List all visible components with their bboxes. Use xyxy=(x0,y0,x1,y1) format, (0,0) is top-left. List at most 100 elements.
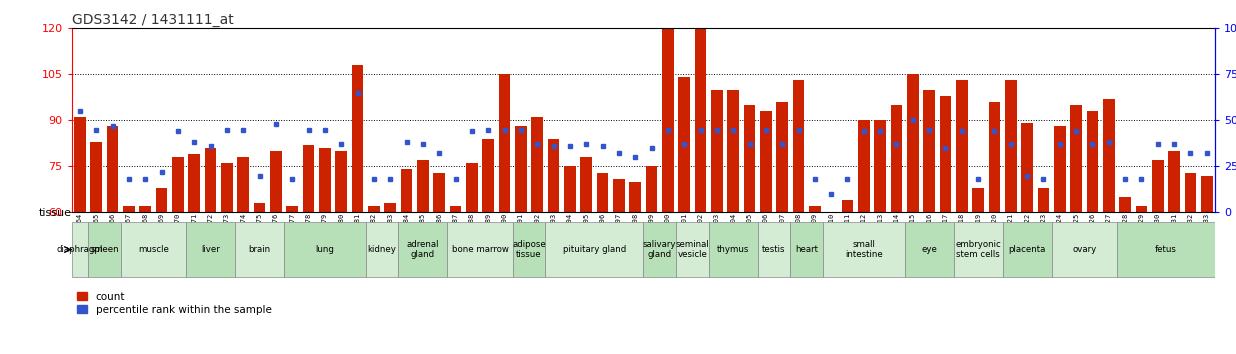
Bar xyxy=(1103,99,1115,212)
Bar xyxy=(1120,197,1131,212)
Bar xyxy=(643,222,676,277)
Text: muscle: muscle xyxy=(138,245,169,254)
Bar xyxy=(384,203,396,212)
Bar xyxy=(989,102,1000,212)
Text: GDS3142 / 1431111_at: GDS3142 / 1431111_at xyxy=(72,13,234,27)
Bar xyxy=(711,90,723,212)
Bar xyxy=(368,206,379,212)
Bar xyxy=(303,145,314,212)
Bar xyxy=(1201,176,1213,212)
Bar xyxy=(1021,124,1033,212)
Bar xyxy=(597,172,608,212)
Bar xyxy=(744,105,755,212)
Bar xyxy=(121,222,185,277)
Bar xyxy=(235,222,284,277)
Bar xyxy=(366,222,398,277)
Text: bone marrow: bone marrow xyxy=(451,245,508,254)
Text: lung: lung xyxy=(315,245,334,254)
Bar xyxy=(1005,80,1016,212)
Text: heart: heart xyxy=(795,245,818,254)
Bar xyxy=(156,188,167,212)
Bar xyxy=(287,206,298,212)
Bar xyxy=(319,148,330,212)
Bar xyxy=(708,222,758,277)
Bar xyxy=(90,142,101,212)
Text: brain: brain xyxy=(248,245,271,254)
Text: liver: liver xyxy=(201,245,220,254)
Text: seminal
vesicle: seminal vesicle xyxy=(675,240,709,259)
Text: adrenal
gland: adrenal gland xyxy=(407,240,439,259)
Bar xyxy=(172,157,184,212)
Bar xyxy=(548,139,559,212)
Bar xyxy=(88,222,121,277)
Text: diaphragm: diaphragm xyxy=(57,245,104,254)
Bar xyxy=(858,120,870,212)
Legend: count, percentile rank within the sample: count, percentile rank within the sample xyxy=(77,292,272,315)
Bar xyxy=(790,222,823,277)
Bar xyxy=(400,170,413,212)
Bar xyxy=(758,222,790,277)
Bar xyxy=(221,163,232,212)
Bar xyxy=(1152,160,1163,212)
Bar xyxy=(728,90,739,212)
Bar xyxy=(957,80,968,212)
Bar xyxy=(842,200,853,212)
Bar xyxy=(1070,105,1082,212)
Text: pituitary gland: pituitary gland xyxy=(562,245,625,254)
Bar xyxy=(1038,188,1049,212)
Bar xyxy=(531,117,543,212)
Bar xyxy=(188,154,200,212)
Bar xyxy=(905,222,954,277)
Text: eye: eye xyxy=(921,245,937,254)
Bar xyxy=(74,117,85,212)
Bar xyxy=(1117,222,1215,277)
Bar xyxy=(1136,206,1147,212)
Bar xyxy=(874,120,886,212)
Bar xyxy=(515,126,527,212)
Bar xyxy=(792,80,805,212)
Bar xyxy=(398,222,447,277)
Text: placenta: placenta xyxy=(1009,245,1046,254)
Bar xyxy=(760,111,771,212)
Bar xyxy=(417,160,429,212)
Text: spleen: spleen xyxy=(90,245,119,254)
Text: kidney: kidney xyxy=(367,245,397,254)
Bar xyxy=(205,148,216,212)
Text: salivary
gland: salivary gland xyxy=(643,240,676,259)
Bar xyxy=(1185,172,1196,212)
Bar xyxy=(124,206,135,212)
Bar xyxy=(352,65,363,212)
Bar xyxy=(629,182,641,212)
Bar xyxy=(923,90,934,212)
Bar xyxy=(826,212,837,243)
Bar xyxy=(1054,126,1065,212)
Bar xyxy=(335,151,347,212)
Bar xyxy=(954,222,1002,277)
Bar xyxy=(823,222,905,277)
Bar xyxy=(973,188,984,212)
Bar xyxy=(907,74,918,212)
Bar xyxy=(447,222,513,277)
Bar xyxy=(106,126,119,212)
Bar xyxy=(513,222,545,277)
Bar xyxy=(679,78,690,212)
Bar xyxy=(1002,222,1052,277)
Bar xyxy=(72,222,88,277)
Bar xyxy=(564,166,576,212)
Bar xyxy=(1168,151,1180,212)
Text: adipose
tissue: adipose tissue xyxy=(512,240,546,259)
Bar xyxy=(676,222,708,277)
Bar xyxy=(645,166,658,212)
Text: testis: testis xyxy=(763,245,786,254)
Bar xyxy=(545,222,643,277)
Bar xyxy=(581,157,592,212)
Text: embryonic
stem cells: embryonic stem cells xyxy=(955,240,1001,259)
Text: ovary: ovary xyxy=(1072,245,1096,254)
Bar xyxy=(776,102,787,212)
Bar xyxy=(237,157,248,212)
Bar xyxy=(271,151,282,212)
Bar xyxy=(939,96,952,212)
Text: small
intestine: small intestine xyxy=(845,240,883,259)
Bar xyxy=(810,206,821,212)
Bar xyxy=(434,172,445,212)
